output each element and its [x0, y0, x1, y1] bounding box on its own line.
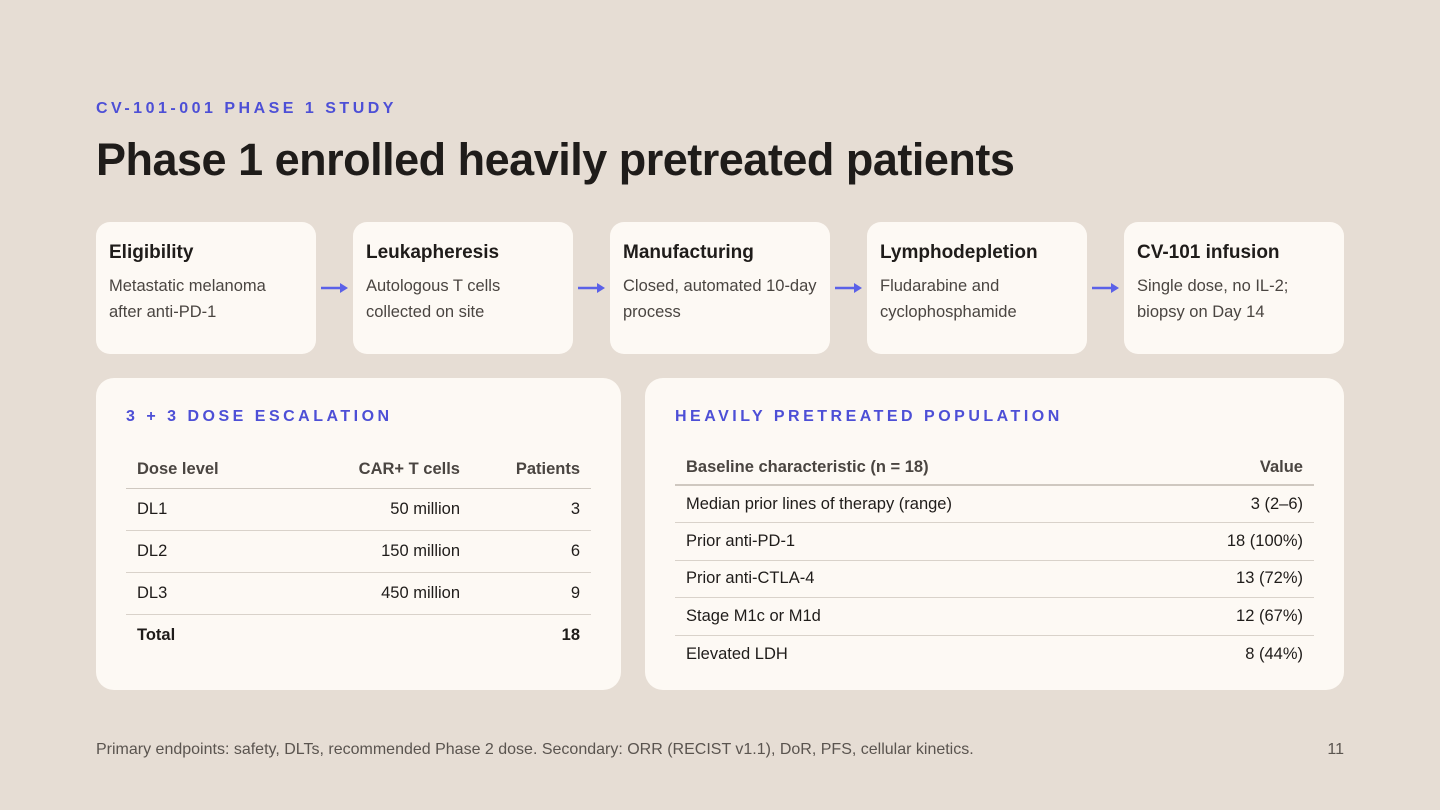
footnote: Primary endpoints: safety, DLTs, recomme… — [96, 741, 974, 758]
flow-step-manufacturing: Manufacturing Closed, automated 10-day p… — [610, 222, 830, 354]
card-heading: HEAVILY PRETREATED POPULATION — [675, 408, 1063, 425]
step-title: CV-101 infusion — [1137, 242, 1280, 263]
table-row: Prior anti-CTLA-4 13 (72%) — [675, 560, 1314, 599]
arrow-right-icon — [1087, 222, 1124, 354]
table-cell: 12 (67%) — [1151, 597, 1314, 636]
column-header: Patients — [471, 451, 591, 489]
table-cell: 3 (2–6) — [1151, 485, 1314, 524]
step-title: Leukapheresis — [366, 242, 500, 263]
table-cell: DL2 — [126, 530, 341, 573]
total-label: Total — [137, 625, 176, 644]
table-row: DL3 450 million 9 — [126, 572, 591, 615]
card-heading: 3 + 3 DOSE ESCALATION — [126, 408, 393, 425]
flow-step-infusion: CV-101 infusion Single dose, no IL-2; bi… — [1124, 222, 1344, 354]
flow-step-lymphodepletion: Lymphodepletion Fludarabine and cyclopho… — [867, 222, 1087, 354]
step-description: Single dose, no IL-2; biopsy on Day 14 — [1137, 277, 1289, 321]
arrow-right-icon — [573, 222, 610, 354]
table-cell: 8 (44%) — [1245, 644, 1303, 663]
table-cell: 3 — [471, 488, 591, 531]
arrow-right-icon — [316, 222, 353, 354]
page-number: 11 — [1327, 741, 1344, 758]
table-header-row: Baseline characteristic (n = 18) Value — [675, 451, 1314, 486]
flow-step-eligibility: Eligibility Metastatic melanoma after an… — [96, 222, 316, 354]
table-row: Stage M1c or M1d 12 (67%) — [675, 597, 1314, 636]
table-row: DL1 50 million 3 — [126, 488, 591, 531]
step-description: Fludarabine and cyclophosphamide — [880, 277, 1017, 321]
table-cell: 13 (72%) — [1151, 560, 1314, 599]
step-title: Lymphodepletion — [880, 242, 1038, 263]
table-cell: Median prior lines of therapy (range) — [675, 485, 1152, 524]
section-eyebrow: CV-101-001 PHASE 1 STUDY — [96, 100, 397, 117]
table-cell: 50 million — [341, 488, 471, 531]
population-card: HEAVILY PRETREATED POPULATION Baseline c… — [645, 378, 1344, 690]
table-cell: 150 million — [341, 530, 471, 573]
step-description: Autologous T cells collected on site — [366, 277, 501, 321]
table-cell: Stage M1c or M1d — [675, 597, 1152, 636]
table-cell: DL1 — [126, 488, 341, 531]
total-value: 18 — [561, 625, 580, 644]
table-cell: Elevated LDH — [686, 644, 788, 663]
column-header: Baseline characteristic (n = 18) — [675, 451, 1152, 486]
table-row: Median prior lines of therapy (range) 3 … — [675, 485, 1314, 524]
dose-escalation-card: 3 + 3 DOSE ESCALATION Dose level CAR+ T … — [96, 378, 621, 690]
arrow-right-icon — [830, 222, 867, 354]
table-header-row: Dose level CAR+ T cells Patients — [126, 451, 591, 489]
table-cell: 9 — [471, 572, 591, 615]
table-row: DL2 150 million 6 — [126, 530, 591, 573]
column-header: Value — [1151, 451, 1314, 486]
step-title: Eligibility — [109, 242, 194, 263]
table-total-row: Total 18 — [126, 614, 591, 656]
table-cell: DL3 — [126, 572, 341, 615]
column-header: Dose level — [126, 451, 341, 489]
flow-step-leukapheresis: Leukapheresis Autologous T cells collect… — [353, 222, 573, 354]
page-title: Phase 1 enrolled heavily pretreated pati… — [96, 134, 1015, 185]
dose-escalation-table: Dose level CAR+ T cells Patients DL1 50 … — [126, 451, 591, 656]
table-cell: 450 million — [341, 572, 471, 615]
table-row: Prior anti-PD-1 18 (100%) — [675, 522, 1314, 561]
table-cell: 18 (100%) — [1151, 522, 1314, 561]
table-cell: Prior anti-CTLA-4 — [675, 560, 1152, 599]
table-row: Elevated LDH 8 (44%) — [675, 635, 1314, 673]
step-title: Manufacturing — [623, 242, 754, 263]
column-header: CAR+ T cells — [341, 451, 471, 489]
population-table: Baseline characteristic (n = 18) Value M… — [675, 451, 1314, 673]
table-cell: Prior anti-PD-1 — [675, 522, 1152, 561]
table-cell-empty — [341, 614, 471, 656]
table-cell: 6 — [471, 530, 591, 573]
step-description: Metastatic melanoma after anti-PD-1 — [109, 277, 266, 321]
process-flow: Eligibility Metastatic melanoma after an… — [96, 222, 1344, 354]
step-description: Closed, automated 10-day process — [623, 277, 817, 321]
